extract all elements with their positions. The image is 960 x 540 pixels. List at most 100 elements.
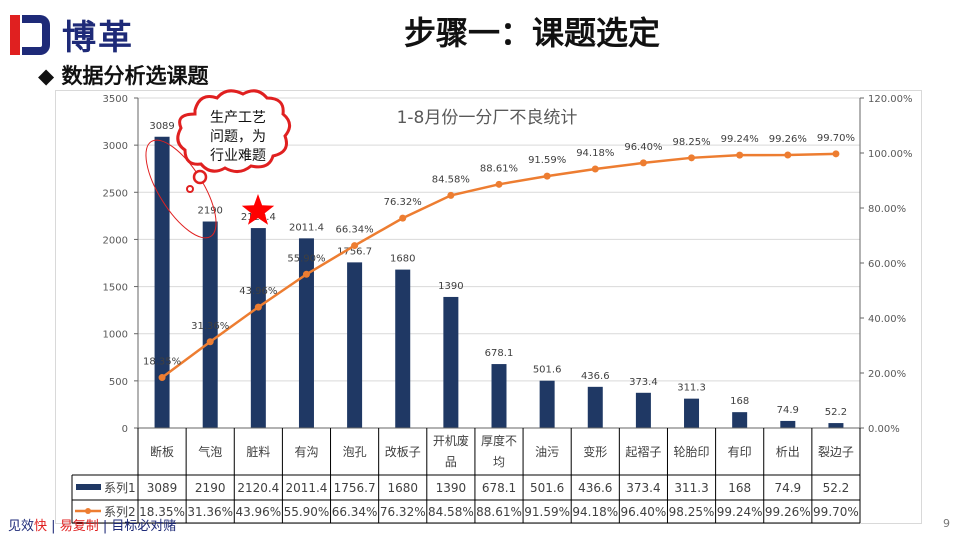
- table-cell: 1756.7: [334, 481, 376, 495]
- bar: [587, 386, 603, 428]
- table-cell: 1680: [387, 481, 418, 495]
- bar-data-label: 1680: [390, 254, 415, 265]
- line-point: [495, 180, 503, 188]
- callout-text: 问题，为: [210, 129, 266, 145]
- diamond-icon: ◆: [38, 64, 62, 88]
- bar: [732, 412, 748, 428]
- table-cell: 99.24%: [717, 505, 763, 519]
- y-left-tick-label: 500: [109, 377, 128, 388]
- bar: [635, 392, 651, 428]
- category-label: 变形: [583, 444, 607, 459]
- y-right-tick-label: 20.00%: [868, 369, 906, 380]
- line-data-label: 91.59%: [528, 155, 566, 166]
- table-cell: 52.2: [823, 481, 850, 495]
- table-cell: 99.70%: [813, 505, 859, 519]
- logo-mark-icon: [8, 13, 54, 57]
- page-title: 步骤一：课题选定: [404, 14, 661, 52]
- category-label: 品: [445, 455, 457, 469]
- line-point: [206, 338, 214, 346]
- callout-text: 行业难题: [210, 148, 266, 164]
- line-data-label: 66.34%: [336, 225, 374, 236]
- table-cell: 55.90%: [284, 505, 330, 519]
- thought-cloud-icon: [176, 89, 291, 173]
- y-right-tick-label: 0.00%: [868, 424, 900, 435]
- section-subtitle: ◆ 数据分析选课题: [38, 60, 208, 90]
- table-cell: 31.36%: [187, 505, 233, 519]
- bar-data-label: 501.6: [533, 365, 562, 376]
- bar: [443, 296, 459, 428]
- category-label: 开机废: [433, 433, 469, 448]
- table-cell: 2011.4: [285, 481, 327, 495]
- table-cell: 88.61%: [476, 505, 522, 519]
- bar-data-label: 3089: [149, 121, 174, 132]
- category-label: 裂边子: [818, 445, 854, 459]
- table-cell: 84.58%: [428, 505, 474, 519]
- line-point: [832, 150, 840, 158]
- line-data-label: 31.36%: [191, 321, 229, 332]
- line-data-label: 76.32%: [384, 197, 422, 208]
- bar-data-label: 311.3: [677, 383, 706, 394]
- line-point: [543, 172, 551, 180]
- table-cell: 2120.4: [237, 481, 279, 495]
- line-point: [736, 151, 744, 159]
- line-data-label: 88.61%: [480, 163, 518, 174]
- table-cell: 3089: [147, 481, 178, 495]
- line-data-label: 99.70%: [817, 133, 855, 144]
- table-cell: 99.26%: [765, 505, 811, 519]
- bar: [154, 136, 170, 428]
- bar-data-label: 2011.4: [289, 222, 324, 233]
- bar-data-label: 168: [730, 396, 749, 407]
- bar-data-label: 74.9: [777, 405, 799, 416]
- bar: [298, 238, 314, 428]
- table-cell: 168: [728, 481, 751, 495]
- table-cell: 91.59%: [524, 505, 570, 519]
- table-cell: 74.9: [774, 481, 801, 495]
- bar-data-label: 373.4: [629, 377, 658, 388]
- line-data-label: 94.18%: [576, 148, 614, 159]
- table-cell: 43.96%: [235, 505, 281, 519]
- legend-series2: 系列2: [104, 505, 136, 519]
- bar: [780, 420, 796, 428]
- bar-data-label: 1756.7: [337, 246, 372, 257]
- bar-data-label: 436.6: [581, 371, 610, 382]
- table-cell: 436.6: [578, 481, 612, 495]
- category-label: 泡孔: [343, 445, 367, 459]
- y-left-tick-label: 2500: [103, 188, 128, 199]
- y-left-tick-label: 3000: [103, 141, 128, 152]
- category-label: 气泡: [198, 444, 222, 459]
- bar: [684, 398, 700, 428]
- category-label: 析出: [776, 445, 800, 459]
- y-left-tick-label: 2000: [103, 235, 128, 246]
- legend-line-marker: [85, 508, 91, 514]
- chart-title: 1-8月份一分厂不良统计: [397, 108, 578, 128]
- table-cell: 311.3: [674, 481, 708, 495]
- line-data-label: 96.40%: [624, 142, 662, 153]
- category-label: 有印: [728, 445, 752, 459]
- legend-bar-key: [76, 484, 101, 490]
- thought-bubble-dot: [192, 169, 208, 185]
- category-label: 断板: [150, 444, 174, 459]
- bar: [491, 364, 507, 428]
- legend-series1: 系列1: [104, 481, 136, 495]
- line-point: [591, 165, 599, 173]
- footer-part: 快: [34, 519, 48, 534]
- line-point: [351, 242, 359, 250]
- bar: [539, 380, 555, 428]
- category-label: 起褶子: [625, 444, 661, 459]
- category-label: 油污: [535, 445, 559, 459]
- bar-data-label: 2190: [197, 206, 222, 217]
- table-cell: 1390: [436, 481, 467, 495]
- table-cell: 373.4: [626, 481, 660, 495]
- y-right-tick-label: 60.00%: [868, 259, 906, 270]
- line-data-label: 18.35%: [143, 357, 181, 368]
- category-label: 有沟: [294, 445, 318, 459]
- bar-data-label: 678.1: [485, 348, 514, 359]
- category-label: 轮胎印: [674, 445, 710, 459]
- category-label: 厚度不: [481, 433, 517, 448]
- footer-slogan: 见效快 | 易复制 | 目标必对赌: [8, 519, 177, 534]
- category-label: 改板子: [385, 445, 421, 459]
- line-point: [302, 270, 310, 278]
- subtitle-text: 数据分析选课题: [61, 64, 209, 88]
- y-right-tick-label: 40.00%: [868, 314, 906, 325]
- thought-bubble-dot: [186, 185, 194, 193]
